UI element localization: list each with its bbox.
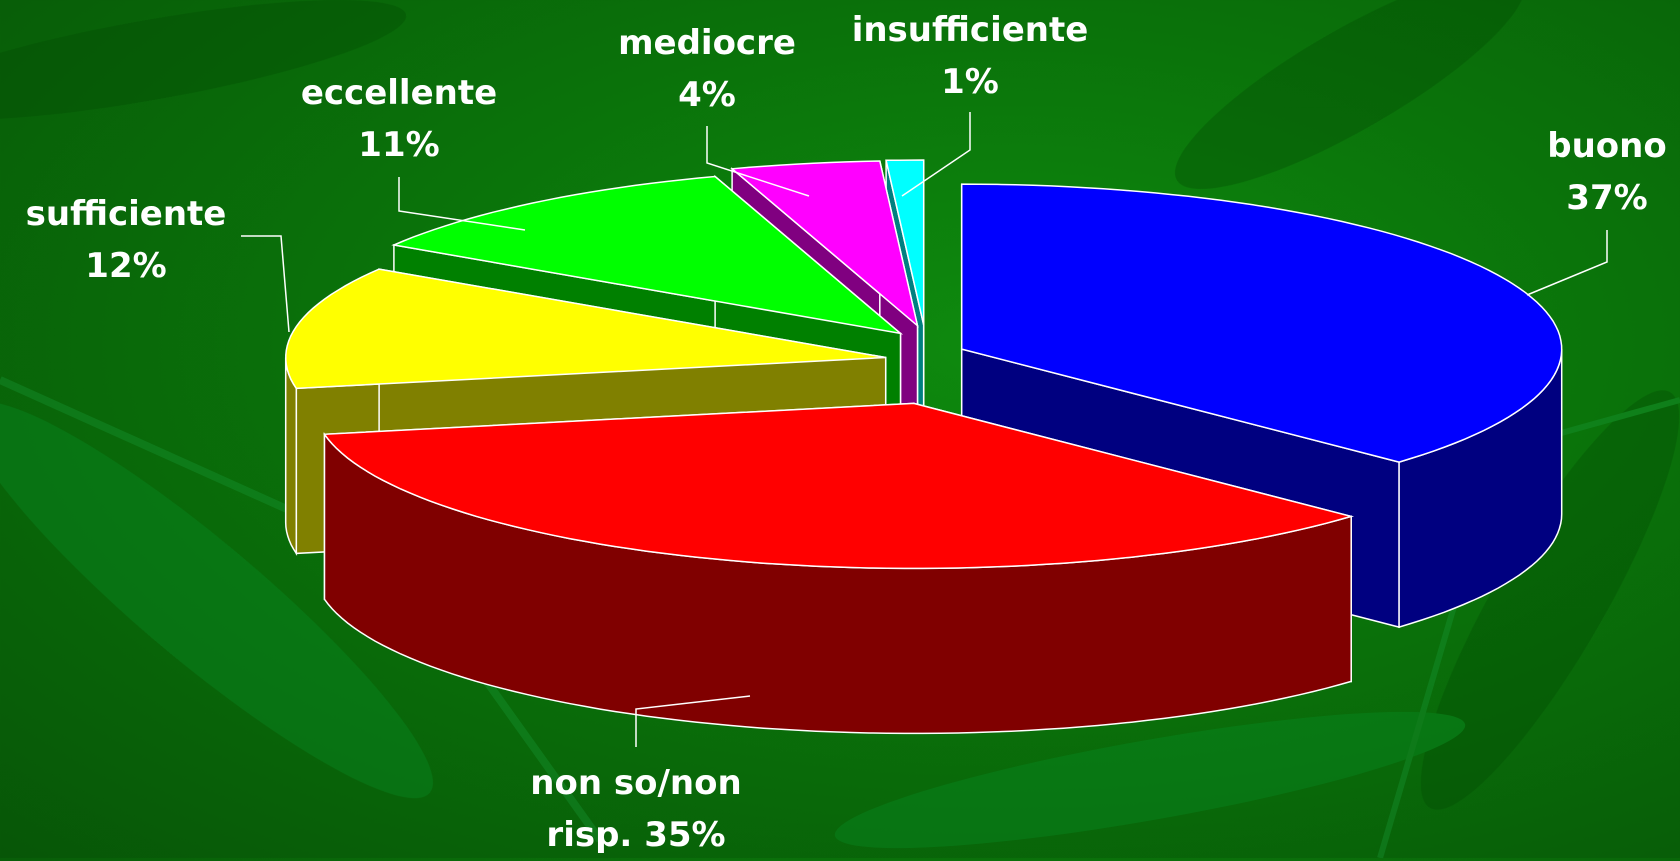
category-label: insufficiente (851, 10, 1089, 50)
pie (284, 159, 1563, 735)
value-label: 37% (1566, 178, 1648, 218)
slice-label: buono 37% (1547, 120, 1666, 224)
slice-top (323, 402, 1355, 570)
category-label: buono (1547, 126, 1667, 166)
slice-label: insufficiente 1% (852, 4, 1089, 108)
value-label: 4% (678, 75, 736, 115)
leader-line (398, 177, 526, 231)
value-label: 12% (85, 246, 167, 286)
slice-top (285, 268, 886, 390)
leaders (241, 112, 1608, 747)
slice-label: sufficiente 12% (26, 188, 227, 292)
slice-top (391, 175, 904, 335)
category-label: sufficiente (25, 194, 227, 234)
slice-label: mediocre 4% (618, 17, 796, 121)
category-label: eccellente (300, 73, 498, 113)
leader-line (1526, 230, 1608, 296)
slice-label: eccellente 11% (301, 67, 497, 171)
value-label: 35% (644, 815, 726, 855)
leader-line (241, 235, 290, 333)
slice-top (960, 183, 1563, 463)
category-label: mediocre (618, 23, 796, 63)
value-label: 1% (941, 62, 999, 102)
slice-top (730, 160, 919, 328)
leader-line (706, 126, 810, 197)
slice-top (885, 159, 925, 326)
value-label: 11% (358, 125, 440, 165)
slice-label: non so/non risp. 35% (506, 757, 766, 861)
category-label: non so/non risp. (530, 763, 742, 855)
leader-line (901, 112, 971, 197)
leader-line (635, 695, 751, 747)
